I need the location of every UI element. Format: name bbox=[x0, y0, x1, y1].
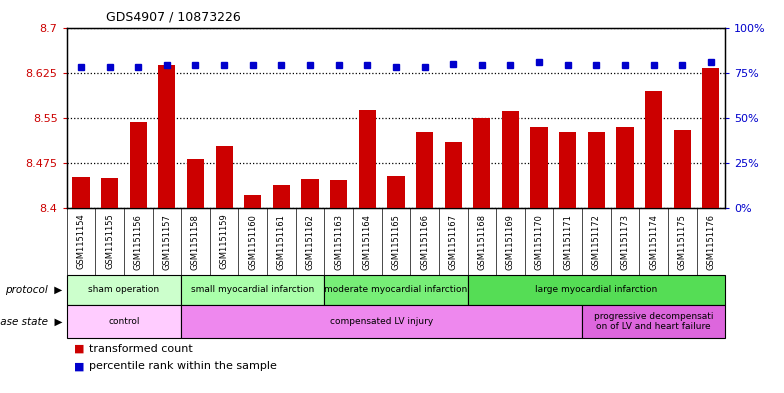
Bar bbox=[702, 68, 720, 208]
Text: ■: ■ bbox=[74, 361, 85, 371]
Text: GSM1151158: GSM1151158 bbox=[191, 214, 200, 270]
Bar bbox=[301, 179, 318, 208]
Text: GSM1151161: GSM1151161 bbox=[277, 214, 286, 270]
Text: GSM1151173: GSM1151173 bbox=[620, 214, 630, 270]
Text: GDS4907 / 10873226: GDS4907 / 10873226 bbox=[106, 11, 241, 24]
Text: GSM1151167: GSM1151167 bbox=[448, 214, 458, 270]
Text: GSM1151169: GSM1151169 bbox=[506, 214, 515, 270]
Text: moderate myocardial infarction: moderate myocardial infarction bbox=[325, 285, 467, 294]
Text: small myocardial infarction: small myocardial infarction bbox=[191, 285, 314, 294]
Text: disease state  ▶: disease state ▶ bbox=[0, 316, 63, 326]
Bar bbox=[330, 180, 347, 208]
Text: GSM1151168: GSM1151168 bbox=[477, 214, 486, 270]
Text: GSM1151164: GSM1151164 bbox=[363, 214, 372, 270]
Bar bbox=[673, 130, 691, 208]
Bar bbox=[158, 65, 176, 208]
Text: GSM1151157: GSM1151157 bbox=[162, 214, 172, 270]
Bar bbox=[445, 142, 462, 208]
Bar bbox=[474, 118, 491, 208]
Text: GSM1151155: GSM1151155 bbox=[105, 214, 114, 269]
Text: GSM1151166: GSM1151166 bbox=[420, 214, 429, 270]
Text: compensated LV injury: compensated LV injury bbox=[330, 317, 434, 326]
Text: GSM1151176: GSM1151176 bbox=[706, 214, 715, 270]
Bar bbox=[216, 146, 233, 208]
Bar bbox=[616, 127, 633, 208]
Bar bbox=[187, 159, 204, 208]
Bar bbox=[359, 110, 376, 208]
Text: large myocardial infarction: large myocardial infarction bbox=[535, 285, 658, 294]
Bar bbox=[467, 275, 725, 305]
Bar bbox=[67, 275, 181, 305]
Bar bbox=[181, 305, 582, 338]
Text: GSM1151156: GSM1151156 bbox=[134, 214, 143, 270]
Bar bbox=[387, 176, 405, 208]
Text: GSM1151165: GSM1151165 bbox=[391, 214, 401, 270]
Bar bbox=[273, 185, 290, 208]
Text: percentile rank within the sample: percentile rank within the sample bbox=[89, 361, 277, 371]
Text: GSM1151160: GSM1151160 bbox=[249, 214, 257, 270]
Text: GSM1151159: GSM1151159 bbox=[220, 214, 229, 269]
Bar bbox=[559, 132, 576, 208]
Bar bbox=[416, 132, 433, 208]
Text: GSM1151170: GSM1151170 bbox=[535, 214, 543, 270]
Text: GSM1151154: GSM1151154 bbox=[77, 214, 85, 269]
Bar bbox=[645, 91, 662, 208]
Text: GSM1151171: GSM1151171 bbox=[563, 214, 572, 270]
Bar bbox=[181, 275, 325, 305]
Bar bbox=[67, 305, 181, 338]
Bar bbox=[325, 275, 467, 305]
Text: sham operation: sham operation bbox=[89, 285, 159, 294]
Bar bbox=[244, 195, 261, 208]
Bar bbox=[101, 178, 118, 208]
Bar bbox=[72, 177, 89, 208]
Text: GSM1151175: GSM1151175 bbox=[677, 214, 687, 270]
Text: GSM1151163: GSM1151163 bbox=[334, 214, 343, 270]
Text: GSM1151172: GSM1151172 bbox=[592, 214, 601, 270]
Bar bbox=[129, 122, 147, 208]
Text: transformed count: transformed count bbox=[89, 344, 192, 354]
Bar bbox=[582, 305, 725, 338]
Text: control: control bbox=[108, 317, 140, 326]
Bar bbox=[588, 132, 605, 208]
Text: progressive decompensati
on of LV and heart failure: progressive decompensati on of LV and he… bbox=[593, 312, 713, 331]
Text: ■: ■ bbox=[74, 344, 85, 354]
Text: GSM1151162: GSM1151162 bbox=[306, 214, 314, 270]
Bar bbox=[502, 111, 519, 208]
Bar bbox=[531, 127, 548, 208]
Text: protocol  ▶: protocol ▶ bbox=[5, 285, 63, 295]
Text: GSM1151174: GSM1151174 bbox=[649, 214, 658, 270]
